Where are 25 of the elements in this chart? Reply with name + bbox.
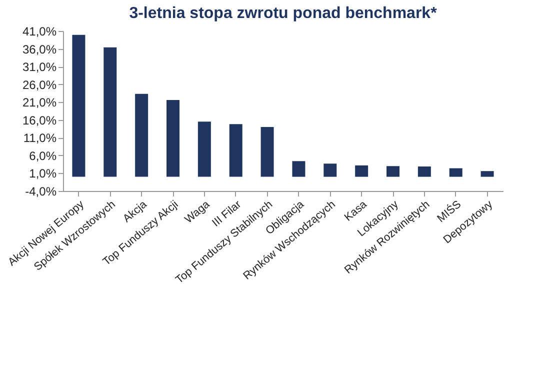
y-tick-label: 41,0% [22,24,57,38]
bar [386,166,400,177]
bar [292,161,306,177]
y-tick-label: 26,0% [22,78,57,92]
bar [355,165,368,177]
bar [72,34,86,177]
bar [449,168,462,177]
bar [418,166,431,177]
y-tick-label: 6,0% [29,148,57,163]
bar [135,94,148,177]
bar [260,127,274,177]
bar [166,100,180,177]
bar [480,171,494,177]
bar [229,124,242,177]
y-tick-label: -4,0% [25,184,57,198]
y-tick-label: 21,0% [22,96,57,110]
y-tick-label: 31,0% [22,60,57,74]
y-tick-label: 36,0% [22,42,57,56]
chart-title: 3-letnia stopa zwrotu ponad benchmark* [129,5,438,22]
bar [198,122,211,177]
bar [324,164,337,177]
y-tick-label: 1,0% [29,166,57,181]
bar [104,47,117,177]
y-tick-label: 11,0% [23,131,57,146]
y-tick-label: 16,0% [22,113,57,128]
